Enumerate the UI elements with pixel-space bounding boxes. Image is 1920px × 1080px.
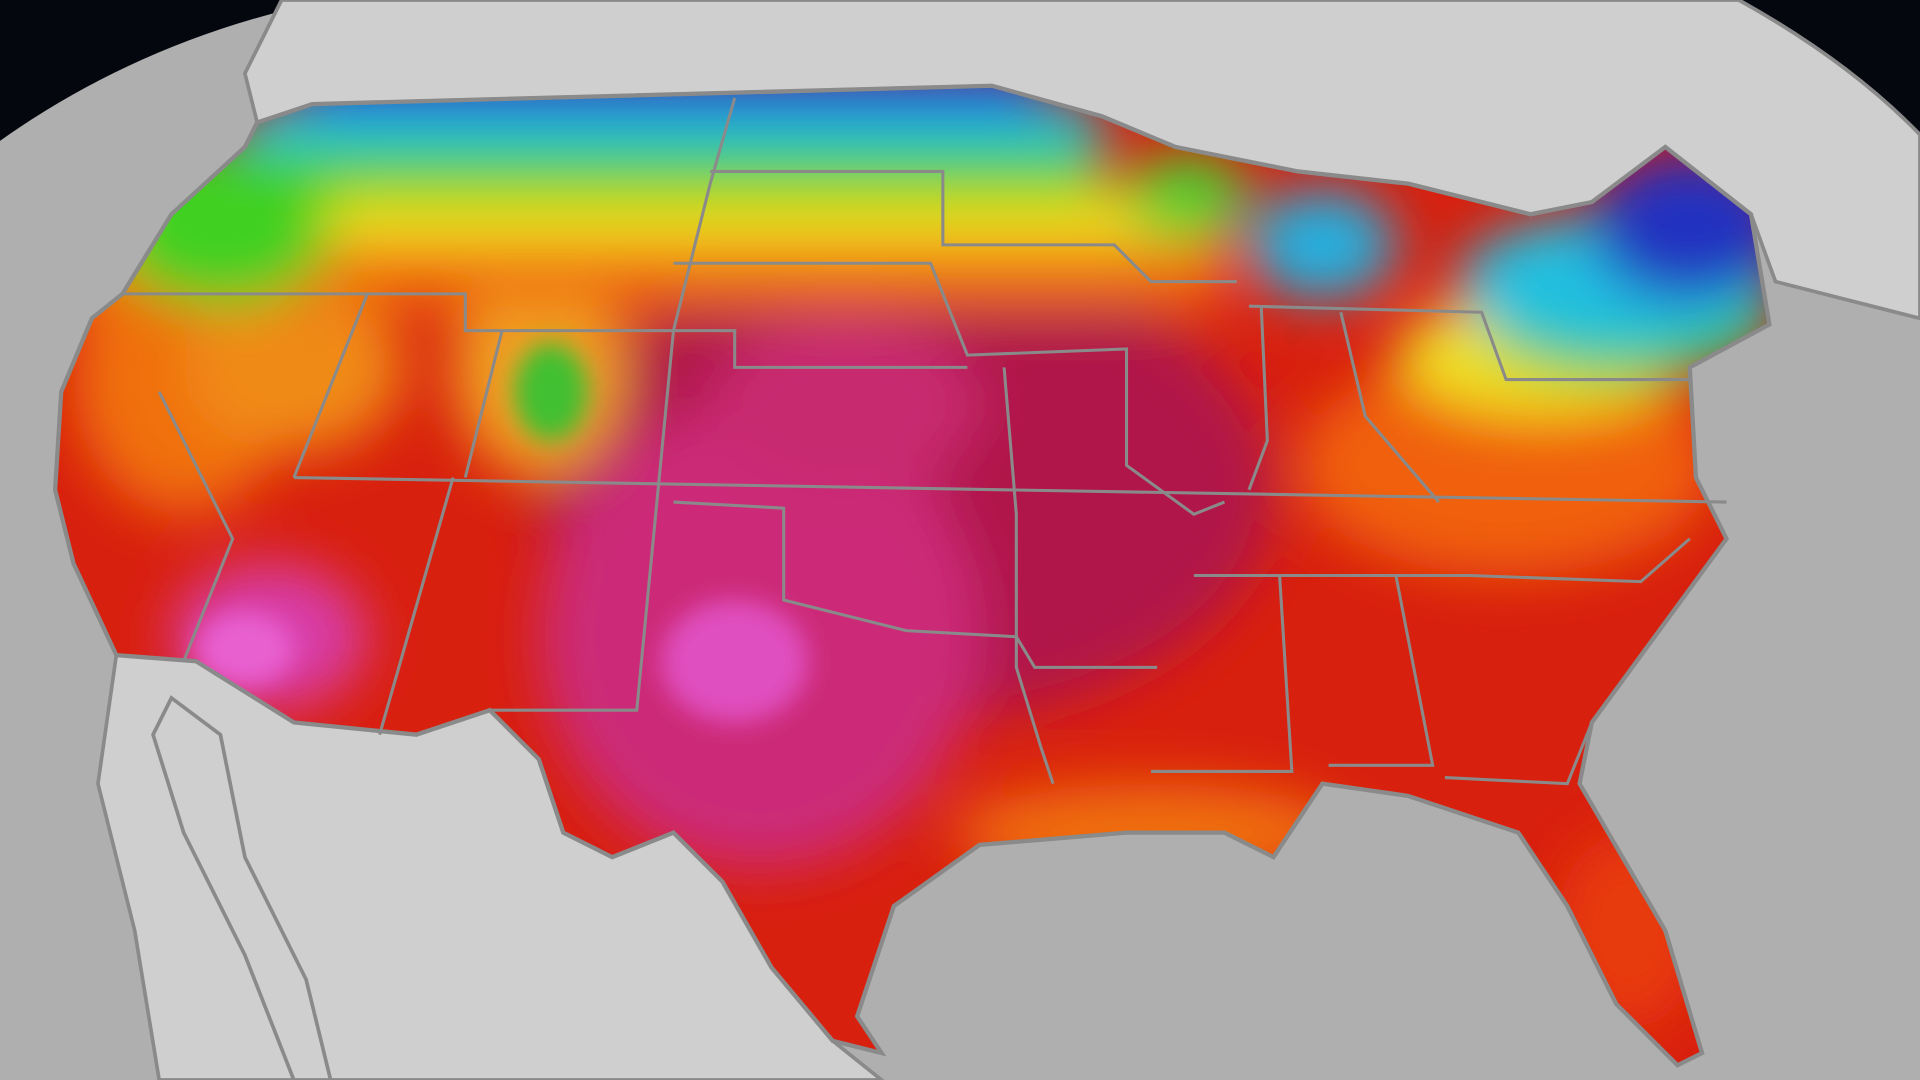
border-line (1444, 721, 1594, 786)
border-line (673, 261, 1226, 517)
heat-kansas-magenta (710, 318, 980, 490)
heat-michigan-cyan (1248, 189, 1396, 300)
baja-peninsula (151, 695, 333, 1080)
heat-arizona-pink-peak (195, 612, 294, 686)
border-line (378, 477, 455, 736)
border-line (710, 169, 1237, 284)
heat-wisconsin-green (1126, 153, 1249, 239)
border-line (122, 292, 968, 369)
border-line (489, 97, 737, 712)
band-cyan (244, 104, 1103, 147)
heat-east-orange (1297, 355, 1715, 576)
border-line (1328, 575, 1435, 767)
border-line (1151, 575, 1294, 773)
border-line (1247, 306, 1269, 491)
border-line (293, 476, 1727, 504)
state-borders (55, 86, 1769, 1066)
border-line (292, 293, 369, 479)
border-line (463, 330, 504, 478)
border-line (673, 500, 1158, 669)
border-line (1193, 537, 1691, 584)
border-line (1002, 367, 1055, 785)
border-line (1248, 304, 1690, 382)
heat-nevada-orange (183, 281, 405, 454)
heat-colorado-green (514, 342, 588, 441)
border-line (157, 391, 235, 662)
heat-texas-pink-peak (661, 600, 809, 723)
border-line (1339, 311, 1440, 504)
